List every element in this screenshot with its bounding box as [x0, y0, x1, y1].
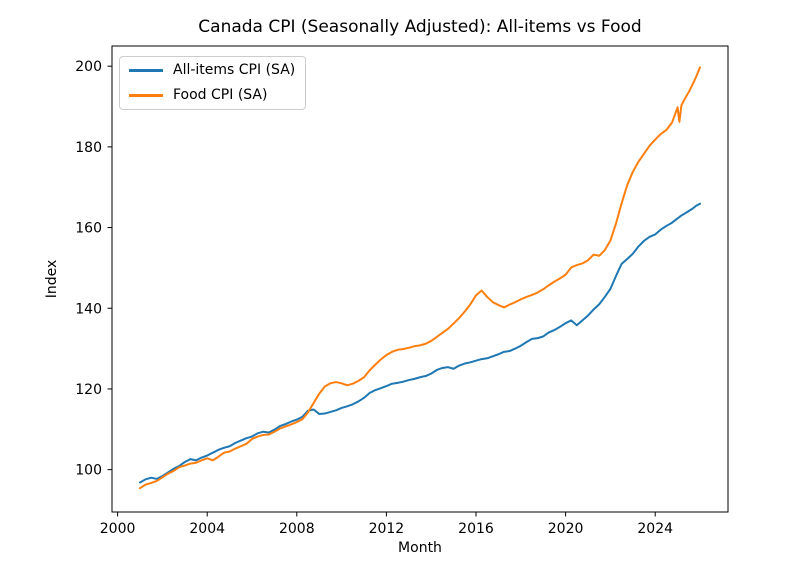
y-tick-label: 140 — [75, 301, 102, 317]
x-tick-label: 2024 — [637, 521, 673, 537]
legend-entry-all-items: All-items CPI (SA) — [129, 62, 295, 80]
axes-frame — [111, 45, 729, 513]
y-tick-label: 160 — [75, 221, 102, 237]
x-axis-label: Month — [398, 540, 442, 556]
food-line-swatch — [129, 93, 163, 97]
y-axis-label: Index — [44, 259, 60, 299]
x-tick-label: 2000 — [100, 521, 136, 537]
y-tick-label: 180 — [75, 140, 102, 156]
legend-label-all-items: All-items CPI (SA) — [173, 62, 296, 78]
x-tick-label: 2008 — [279, 521, 315, 537]
legend: All-items CPI (SA) Food CPI (SA) — [119, 56, 307, 110]
legend-entry-food: Food CPI (SA) — [129, 87, 295, 105]
x-tick-label: 2012 — [369, 521, 405, 537]
y-tick-label: 200 — [75, 59, 102, 75]
x-tick-label: 2004 — [189, 521, 225, 537]
series-line-food — [139, 66, 701, 490]
x-tick-label: 2016 — [458, 521, 494, 537]
y-tick-label: 100 — [75, 463, 102, 479]
legend-label-food: Food CPI (SA) — [173, 86, 268, 103]
y-tick-label: 120 — [75, 382, 102, 398]
x-tick-label: 2020 — [548, 521, 584, 537]
series-line-all-items — [139, 202, 701, 484]
chart-title: Canada CPI (Seasonally Adjusted): All-it… — [198, 17, 642, 37]
all-items-line-swatch — [129, 69, 163, 73]
